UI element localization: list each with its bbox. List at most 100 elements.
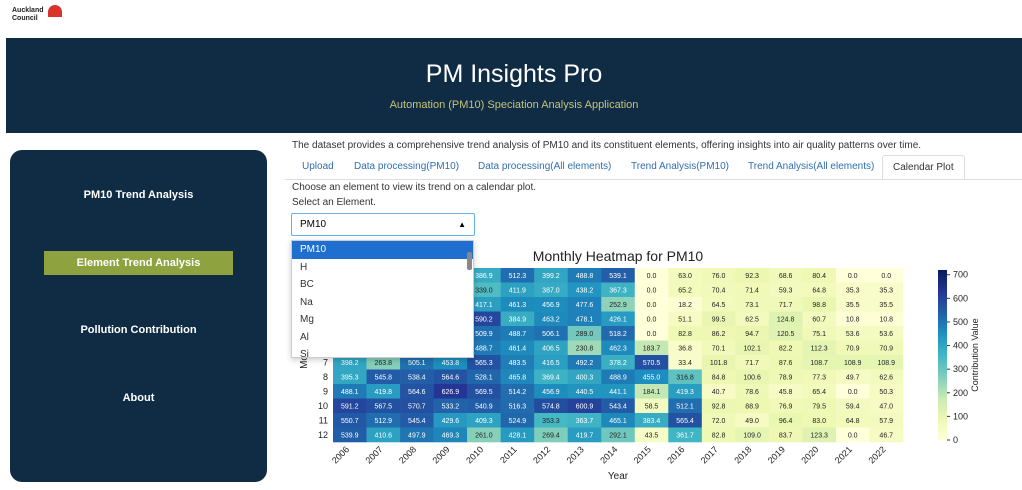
cell-label: 230.8 <box>576 345 594 352</box>
cell-label: 528.1 <box>475 374 493 381</box>
nav-item[interactable]: Element Trend Analysis <box>44 250 233 275</box>
heatmap-cell <box>500 427 535 443</box>
heatmap-cell <box>400 369 434 385</box>
dropdown-option[interactable]: Na <box>300 296 313 308</box>
tab[interactable]: Calendar Plot <box>882 155 965 179</box>
cell-label: 98.8 <box>812 302 826 309</box>
cell-label: 514.2 <box>509 389 527 396</box>
nav-item[interactable]: About <box>122 391 155 404</box>
cell-label: 462.3 <box>609 345 627 352</box>
nav-item[interactable]: Pollution Contribution <box>80 324 197 336</box>
heatmap-cell <box>634 355 669 370</box>
logo-text: Council <box>12 15 38 22</box>
cell-label: 78.9 <box>779 374 793 381</box>
cell-label: 50.3 <box>879 389 893 396</box>
heatmap-cell <box>668 268 703 283</box>
cell-label: 84.8 <box>712 374 726 381</box>
heatmap-cell <box>768 398 803 414</box>
heatmap-cell <box>768 326 803 341</box>
cell-label: 73.1 <box>745 302 759 309</box>
heatmap-cell <box>400 427 434 443</box>
y-tick-label: 11 <box>319 415 328 425</box>
heatmap-cell <box>701 355 736 370</box>
tab[interactable]: Upload <box>302 161 334 172</box>
tab[interactable]: Data processing(All elements) <box>478 161 612 172</box>
cell-label: 64.8 <box>812 287 826 294</box>
tab[interactable]: Data processing(PM10) <box>354 161 460 172</box>
cell-label: 72.0 <box>712 418 726 425</box>
heatmap-cell <box>500 413 535 428</box>
cell-label: 565.4 <box>676 418 694 425</box>
cell-label: 538.4 <box>408 374 426 381</box>
heatmap-cell <box>835 340 870 356</box>
heatmap-cell <box>534 340 569 356</box>
tab[interactable]: Trend Analysis(PM10) <box>631 161 729 172</box>
heatmap-cell <box>601 384 636 399</box>
cell-label: 108.7 <box>810 360 828 367</box>
heatmap-cell <box>500 268 535 283</box>
heatmap-cell <box>701 413 736 428</box>
cell-label: 62.5 <box>745 316 759 323</box>
x-axis-label: Year <box>608 471 629 482</box>
cell-label: 539.1 <box>609 273 627 280</box>
dropdown-option[interactable]: Al <box>300 331 309 343</box>
cell-label: 70.4 <box>712 287 726 294</box>
heatmap-cell <box>735 427 770 443</box>
dropdown-option[interactable]: Si <box>300 349 309 358</box>
cell-label: 184.1 <box>643 389 661 396</box>
heatmap-cell <box>835 384 870 399</box>
heatmap-cell <box>500 297 535 312</box>
element-select[interactable]: PM10 ▲ <box>291 213 475 236</box>
colorbar-tick-label: 200 <box>953 388 968 398</box>
cell-label: 75.1 <box>812 331 826 338</box>
cell-label: 112.3 <box>811 345 828 352</box>
cell-label: 567.5 <box>375 403 393 410</box>
dropdown-option[interactable]: Mg <box>300 314 314 325</box>
heatmap-cell <box>366 355 401 370</box>
y-tick-label: 9 <box>323 386 328 396</box>
cell-label: 10.8 <box>846 316 860 323</box>
x-tick-label: 2018 <box>732 444 753 465</box>
dropdown-option[interactable]: PM10 <box>292 241 473 259</box>
cell-label: 516.3 <box>509 403 527 410</box>
cell-label: 512.9 <box>375 418 393 425</box>
cell-label: 469.3 <box>442 432 460 439</box>
dropdown-option[interactable]: BC <box>300 279 314 290</box>
cell-label: 456.9 <box>542 389 560 396</box>
heatmap-cell <box>835 398 870 414</box>
x-tick-label: 2022 <box>866 444 887 465</box>
cell-label: 428.1 <box>509 432 527 439</box>
cell-label: 102.1 <box>743 345 761 352</box>
heatmap-cell <box>802 384 837 399</box>
cell-label: 543.4 <box>609 403 627 410</box>
select-label: Select an Element. <box>292 197 376 208</box>
cell-label: 512.1 <box>676 403 694 410</box>
heatmap-cell <box>668 398 703 414</box>
heatmap-cell <box>802 340 837 356</box>
cell-label: 183.7 <box>643 345 661 352</box>
cell-label: 82.8 <box>678 331 692 338</box>
logo[interactable]: Auckland Council <box>12 7 44 23</box>
cell-label: 400.3 <box>576 374 594 381</box>
cell-label: 70.9 <box>879 345 893 352</box>
heatmap-cell <box>534 282 569 298</box>
heatmap-cell <box>634 413 669 428</box>
cell-label: 545.8 <box>375 374 393 381</box>
tab[interactable]: Trend Analysis(All elements) <box>748 161 875 172</box>
heatmap-cell <box>701 398 736 414</box>
cell-label: 64.5 <box>712 302 726 309</box>
dropdown-option[interactable]: H <box>300 261 308 273</box>
cell-label: 108.9 <box>844 360 862 367</box>
cell-label: 387.0 <box>542 287 560 294</box>
heatmap-cell <box>433 413 468 428</box>
caret: ▲ <box>458 220 466 229</box>
cell-label: 40.7 <box>712 389 726 396</box>
cell-label: 0.0 <box>647 287 657 294</box>
nav-item[interactable]: PM10 Trend Analysis <box>83 189 194 201</box>
x-tick-label: 2010 <box>464 444 485 465</box>
cell-label: 57.9 <box>879 418 893 425</box>
heatmap-cell <box>668 413 703 428</box>
cell-label: 65.4 <box>812 389 826 396</box>
heatmap-cell <box>768 369 803 385</box>
cell-label: 36.8 <box>678 345 692 352</box>
